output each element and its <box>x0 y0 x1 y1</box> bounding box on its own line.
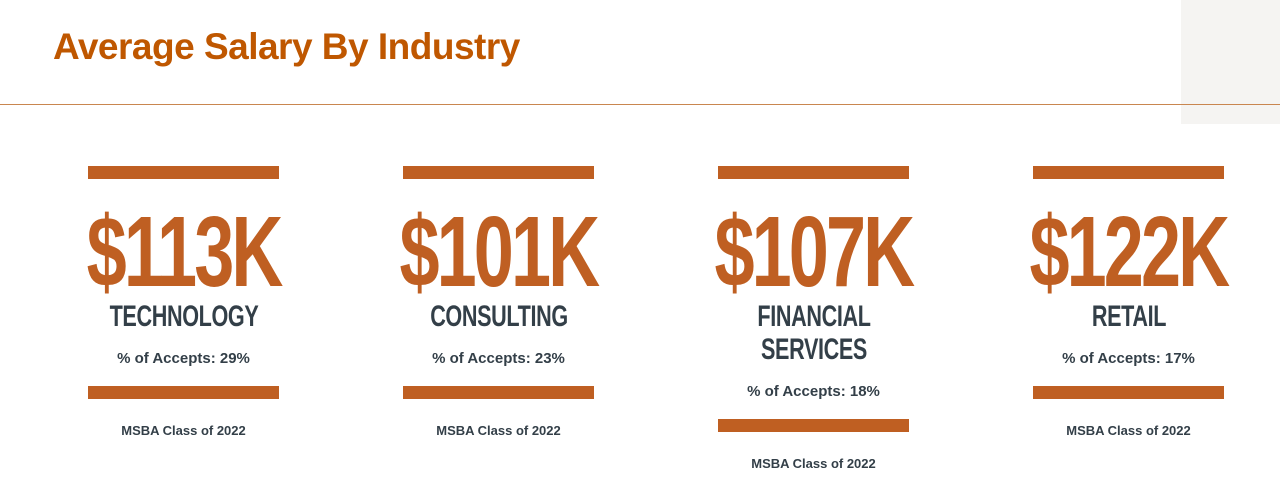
class-label: MSBA Class of 2022 <box>1066 423 1191 438</box>
industry-name: CONSULTING <box>429 300 568 333</box>
card-bottom-rule <box>718 419 909 432</box>
accepts-percent: % of Accepts: 18% <box>747 383 880 400</box>
corner-panel <box>1181 0 1280 124</box>
card-bottom-rule <box>403 386 594 399</box>
salary-amount: $101K <box>399 196 601 308</box>
card-top-rule <box>1033 166 1224 179</box>
accepts-percent: % of Accepts: 23% <box>432 350 565 367</box>
stat-card-technology: $113K TECHNOLOGY % of Accepts: 29% MSBA … <box>86 166 284 438</box>
title-divider <box>0 104 1280 105</box>
industry-name: FINANCIAL SERVICES <box>756 300 871 366</box>
salary-amount: $122K <box>1029 196 1231 308</box>
stat-card-financial-services: $107K FINANCIAL SERVICES % of Accepts: 1… <box>715 166 915 471</box>
page-title: Average Salary By Industry <box>53 26 520 67</box>
class-label: MSBA Class of 2022 <box>436 423 561 438</box>
card-top-rule <box>718 166 909 179</box>
class-label: MSBA Class of 2022 <box>121 423 246 438</box>
card-bottom-rule <box>88 386 279 399</box>
card-top-rule <box>88 166 279 179</box>
class-label: MSBA Class of 2022 <box>751 456 876 471</box>
salary-amount: $113K <box>86 196 284 308</box>
stat-card-consulting: $101K CONSULTING % of Accepts: 23% MSBA … <box>400 166 600 438</box>
industry-name: RETAIL <box>1091 300 1166 333</box>
card-top-rule <box>403 166 594 179</box>
stat-card-retail: $122K RETAIL % of Accepts: 17% MSBA Clas… <box>1030 166 1230 438</box>
accepts-percent: % of Accepts: 29% <box>117 350 250 367</box>
salary-amount: $107K <box>714 196 916 308</box>
accepts-percent: % of Accepts: 17% <box>1062 350 1195 367</box>
industry-name: TECHNOLOGY <box>109 300 258 333</box>
card-bottom-rule <box>1033 386 1224 399</box>
